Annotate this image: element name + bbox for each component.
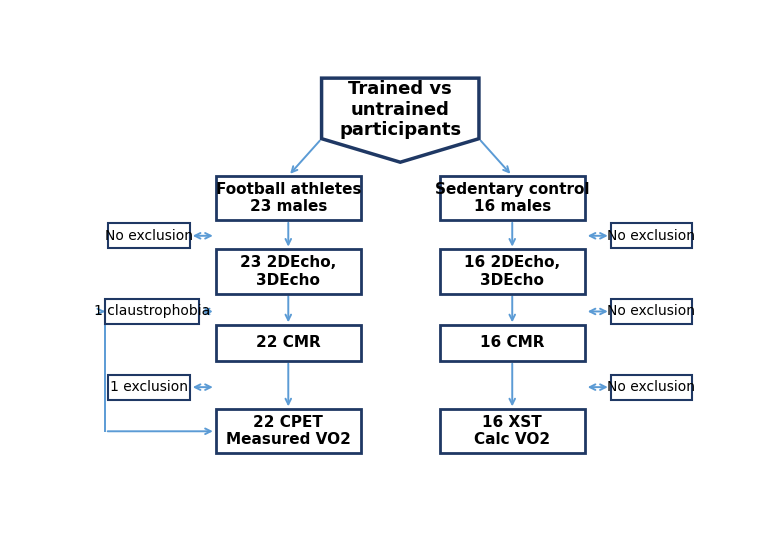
FancyBboxPatch shape xyxy=(440,325,585,361)
FancyBboxPatch shape xyxy=(611,223,692,248)
FancyBboxPatch shape xyxy=(440,250,585,294)
FancyBboxPatch shape xyxy=(440,176,585,220)
Text: No exclusion: No exclusion xyxy=(608,305,695,318)
Polygon shape xyxy=(322,78,479,162)
Text: 16 CMR: 16 CMR xyxy=(480,335,544,351)
FancyBboxPatch shape xyxy=(216,409,361,453)
Text: 16 XST
Calc VO2: 16 XST Calc VO2 xyxy=(474,415,551,448)
Text: 22 CMR: 22 CMR xyxy=(256,335,321,351)
FancyBboxPatch shape xyxy=(109,223,190,248)
FancyBboxPatch shape xyxy=(216,250,361,294)
Text: 1 exclusion: 1 exclusion xyxy=(110,380,188,394)
Text: 1 claustrophobia: 1 claustrophobia xyxy=(94,305,210,318)
Text: No exclusion: No exclusion xyxy=(608,380,695,394)
Text: Football athletes
23 males: Football athletes 23 males xyxy=(216,182,361,214)
FancyBboxPatch shape xyxy=(105,299,199,324)
FancyBboxPatch shape xyxy=(216,176,361,220)
Text: No exclusion: No exclusion xyxy=(105,229,193,243)
FancyBboxPatch shape xyxy=(611,375,692,400)
Text: 16 2DEcho,
3DEcho: 16 2DEcho, 3DEcho xyxy=(464,256,560,288)
FancyBboxPatch shape xyxy=(216,325,361,361)
FancyBboxPatch shape xyxy=(440,409,585,453)
Text: Sedentary control
16 males: Sedentary control 16 males xyxy=(435,182,590,214)
FancyBboxPatch shape xyxy=(109,375,190,400)
Text: Trained vs
untrained
participants: Trained vs untrained participants xyxy=(339,80,462,139)
FancyBboxPatch shape xyxy=(611,299,692,324)
Text: 23 2DEcho,
3DEcho: 23 2DEcho, 3DEcho xyxy=(241,256,337,288)
Text: No exclusion: No exclusion xyxy=(608,229,695,243)
Text: 22 CPET
Measured VO2: 22 CPET Measured VO2 xyxy=(226,415,351,448)
